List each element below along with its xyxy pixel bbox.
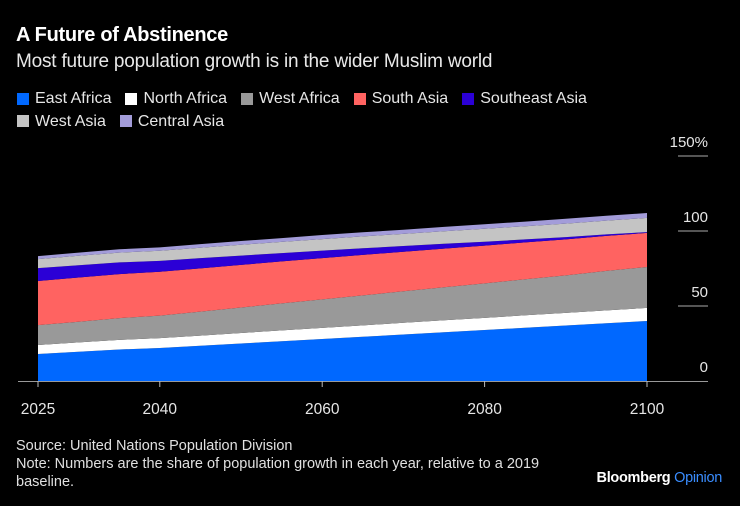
y-axis: 0 50 100 150% [670,134,708,376]
area-west-asia [38,217,647,269]
legend-label: West Africa [259,90,340,107]
area-layers [38,213,647,381]
x-tick-label: 2060 [305,401,340,418]
legend-swatch [353,92,366,105]
x-tick-label: 2025 [21,401,55,418]
legend-item-central-asia: Central Asia [119,111,225,132]
legend-swatch [462,92,475,105]
y-tick-label: 50 [691,284,708,301]
legend-swatch [119,115,132,127]
legend-item-west-asia: West Asia [17,111,106,132]
y-tick-label: 0 [700,359,708,376]
chart-subtitle: Most future population growth is in the … [16,51,493,72]
legend-swatch [17,92,29,105]
legend-item-west-africa: West Africa [241,88,340,109]
area-east-africa [38,321,647,381]
legend-label: North Africa [143,90,228,107]
x-tick-label: 2040 [143,401,178,418]
source-note: Source: United Nations Population Divisi… [16,438,293,454]
legend-label: West Asia [35,112,106,130]
area-west-africa [38,267,647,345]
legend-item-north-africa: North Africa [125,88,227,109]
legend-item-southeast-asia: Southeast Asia [462,88,587,109]
legend-label: East Africa [35,90,112,107]
legend-label: Central Asia [137,112,225,130]
x-tick-label: 2100 [630,401,665,418]
legend-label: South Asia [371,90,449,107]
area-southeast-asia [38,232,647,281]
brand-suffix: Opinion [674,470,722,486]
brand-logo: Bloomberg Opinion [596,470,723,486]
area-north-africa [38,307,647,354]
methodology-note: Note: Numbers are the share of populatio… [16,456,540,490]
x-axis: 2025 2040 2060 2080 2100 [18,381,708,418]
stacked-area-chart: 0 50 100 150% 2025 2040 2060 2080 2100 [18,134,708,418]
gridlines [678,155,708,307]
chart-title: A Future of Abstinence [16,24,228,46]
legend-swatch [125,92,138,105]
legend: East Africa North Africa West Africa South … [17,88,697,133]
brand-name: Bloomberg [596,470,671,486]
legend-swatch [241,92,254,105]
legend-swatch [17,115,29,127]
y-tick-label: 100 [683,209,708,226]
area-south-asia [38,232,647,326]
x-tick-label: 2080 [467,401,502,418]
footer: Source: United Nations Population Divisi… [16,437,576,491]
area-central-asia [38,213,647,260]
legend-item-south-asia: South Asia [353,88,449,109]
legend-item-east-africa: East Africa [17,88,111,109]
legend-label: Southeast Asia [480,90,587,107]
y-tick-label: 150% [670,134,708,151]
